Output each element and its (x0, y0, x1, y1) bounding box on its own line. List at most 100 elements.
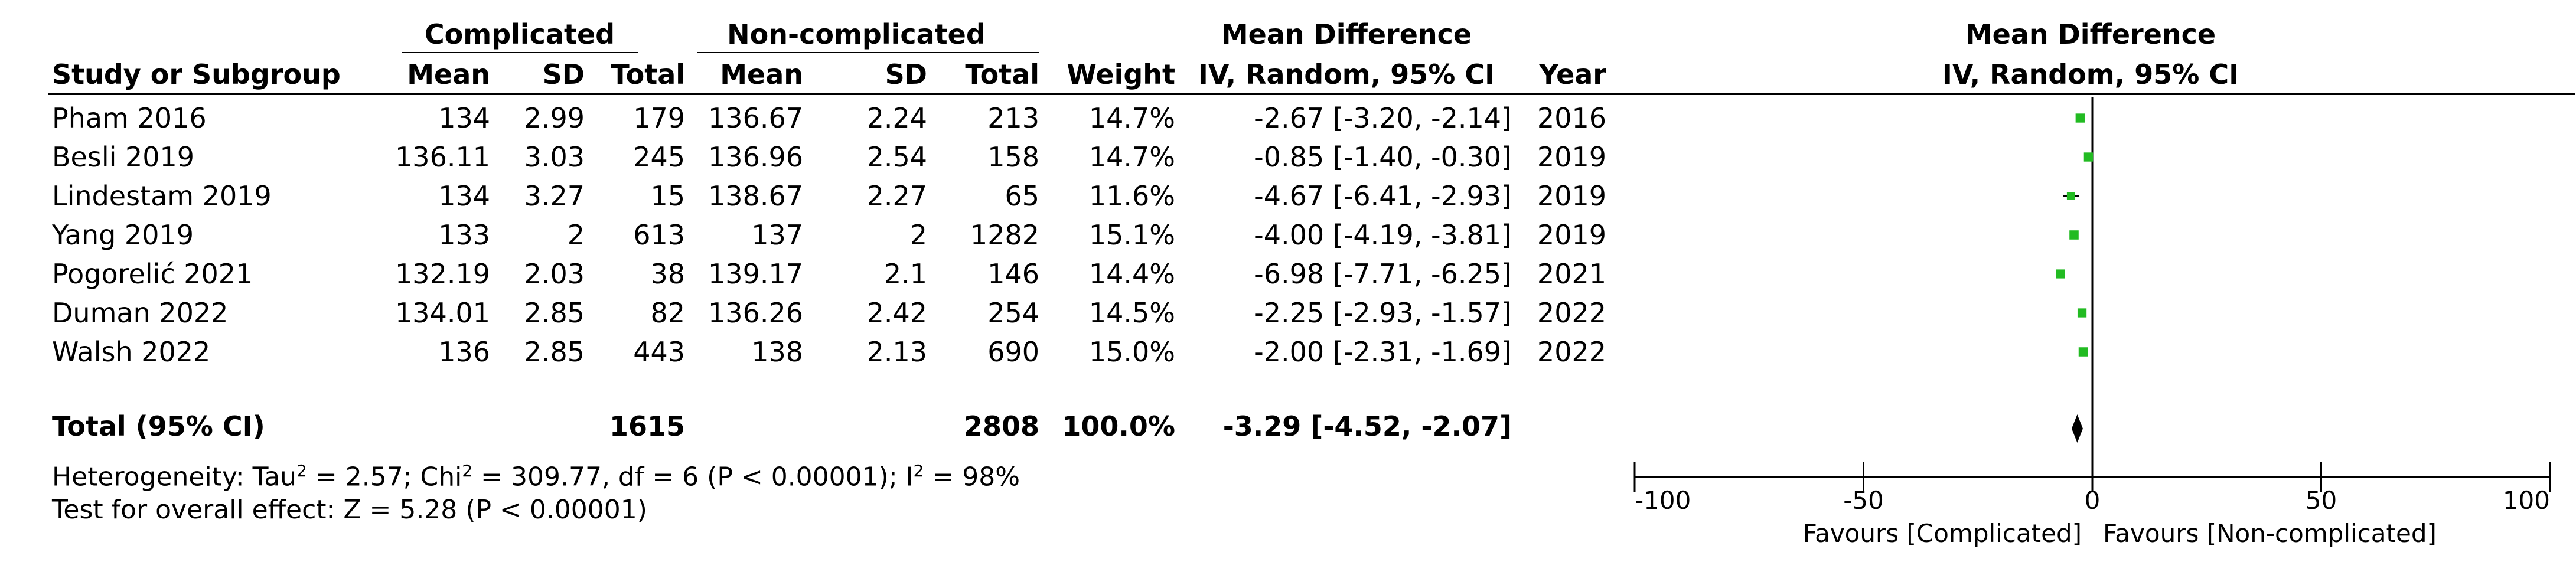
x-tick-label: 50 (2306, 486, 2337, 515)
study-point (2075, 113, 2085, 123)
sd1-cell: 2.85 (524, 336, 585, 368)
total2-cell: 1282 (970, 219, 1039, 251)
sd2-cell: 2.13 (866, 336, 927, 368)
ci-cell: -6.98 [-7.71, -6.25] (1254, 258, 1512, 290)
mean1-cell: 132.19 (395, 258, 490, 290)
total-ci: -3.29 [-4.52, -2.07] (1222, 410, 1512, 442)
pooled-diamond (2071, 414, 2083, 443)
mean1-cell: 134 (438, 102, 490, 134)
study-point (2066, 192, 2075, 200)
x-tick-label: -100 (1635, 486, 1691, 515)
effect-header: Mean Difference (1221, 18, 1472, 50)
weight-cell: 15.0% (1088, 336, 1175, 368)
total1-cell: 38 (650, 258, 685, 290)
sd2-header: SD (885, 58, 927, 90)
total1-cell: 15 (650, 180, 685, 212)
study-name: Duman 2022 (52, 297, 229, 329)
forest-table: Complicated Non-complicated Mean Differe… (52, 18, 1606, 525)
plot-axis: -100 -50 0 50 100 Favours [Complicated] Favour… (1633, 462, 2551, 548)
sd2-cell: 2.1 (883, 258, 927, 290)
study-point (2069, 230, 2079, 240)
heterogeneity-mid2: = 309.77, df = 6 (P < 0.00001); I (472, 462, 914, 492)
year-header: Year (1538, 58, 1606, 90)
mean2-header: Mean (720, 58, 803, 90)
ci-cell: -4.67 [-6.41, -2.93] (1254, 180, 1512, 212)
study-point (2078, 347, 2088, 357)
weight-cell: 14.7% (1088, 141, 1175, 173)
year-cell: 2021 (1537, 258, 1606, 290)
year-cell: 2019 (1537, 219, 1606, 251)
heterogeneity-mid: = 2.57; Chi (306, 462, 462, 492)
study-point (2056, 269, 2065, 279)
mean1-cell: 134 (438, 180, 490, 212)
study-name: Besli 2019 (52, 141, 195, 173)
year-cell: 2022 (1537, 297, 1606, 329)
total2-cell: 158 (987, 141, 1039, 173)
i-exponent: 2 (913, 461, 924, 481)
total1-cell: 613 (633, 219, 685, 251)
total1-cell: 82 (650, 297, 685, 329)
group2-underline (697, 52, 1039, 53)
x-tick-label: 100 (2503, 486, 2550, 515)
effect-subheader: IV, Random, 95% CI (1198, 58, 1495, 90)
mean1-cell: 134.01 (395, 297, 490, 329)
sd1-cell: 2.85 (524, 297, 585, 329)
study-point (2077, 308, 2087, 318)
overall-effect-text: Test for overall effect: Z = 5.28 (P < 0… (52, 495, 647, 525)
mean2-cell: 138 (751, 336, 803, 368)
sd1-cell: 3.03 (524, 141, 585, 173)
sd1-cell: 2.03 (524, 258, 585, 290)
ci-cell: -2.25 [-2.93, -1.57] (1254, 297, 1512, 329)
sd1-cell: 3.27 (524, 180, 585, 212)
ci-cell: -4.00 [-4.19, -3.81] (1254, 219, 1512, 251)
study-name: Lindestam 2019 (52, 180, 272, 212)
heterogeneity-suffix: = 98% (924, 462, 1020, 492)
study-name: Pogorelić 2021 (52, 258, 253, 290)
sd2-cell: 2.54 (866, 141, 927, 173)
favours-right-label: Favours [Non-complicated] (2103, 519, 2437, 548)
total2-header: Total (965, 58, 1039, 90)
weight-cell: 15.1% (1088, 219, 1175, 251)
mean2-cell: 137 (751, 219, 803, 251)
sd1-cell: 2 (567, 219, 585, 251)
sd2-cell: 2.24 (866, 102, 927, 134)
heterogeneity-prefix: Heterogeneity: Tau (52, 462, 297, 492)
plot-subheader: IV, Random, 95% CI (1942, 58, 2239, 90)
mean1-header: Mean (407, 58, 490, 90)
group1-underline (402, 52, 638, 53)
weight-cell: 14.7% (1088, 102, 1175, 134)
ci-cell: -2.67 [-3.20, -2.14] (1254, 102, 1512, 134)
year-cell: 2022 (1537, 336, 1606, 368)
total-label: Total (95% CI) (52, 410, 265, 442)
sd1-header: SD (542, 58, 585, 90)
sd2-cell: 2.42 (866, 297, 927, 329)
study-name: Walsh 2022 (52, 336, 211, 368)
mean1-cell: 133 (438, 219, 490, 251)
chi-exponent: 2 (462, 461, 473, 481)
weight-cell: 11.6% (1088, 180, 1175, 212)
total2-cell: 146 (987, 258, 1039, 290)
mean2-cell: 136.26 (708, 297, 803, 329)
x-tick-label: 0 (2085, 486, 2101, 515)
total2-sum: 2808 (963, 410, 1039, 442)
total2-cell: 65 (1005, 180, 1039, 212)
mean2-cell: 138.67 (708, 180, 803, 212)
mean2-cell: 136.67 (708, 102, 803, 134)
favours-left-label: Favours [Complicated] (1803, 519, 2082, 548)
total1-cell: 245 (633, 141, 685, 173)
weight-header: Weight (1067, 58, 1175, 90)
study-name: Yang 2019 (52, 219, 194, 251)
mean2-cell: 136.96 (708, 141, 803, 173)
year-cell: 2016 (1537, 102, 1606, 134)
tau-exponent: 2 (296, 461, 307, 481)
sd1-cell: 2.99 (524, 102, 585, 134)
header-rule (48, 93, 2575, 95)
total-weight: 100.0% (1062, 410, 1175, 442)
heterogeneity-text: Heterogeneity: Tau2 = 2.57; Chi2 = 309.7… (52, 455, 1020, 494)
ci-cell: -2.00 [-2.31, -1.69] (1254, 336, 1512, 368)
weight-cell: 14.5% (1088, 297, 1175, 329)
total2-cell: 254 (987, 297, 1039, 329)
mean1-cell: 136.11 (395, 141, 490, 173)
total1-sum: 1615 (609, 410, 685, 442)
